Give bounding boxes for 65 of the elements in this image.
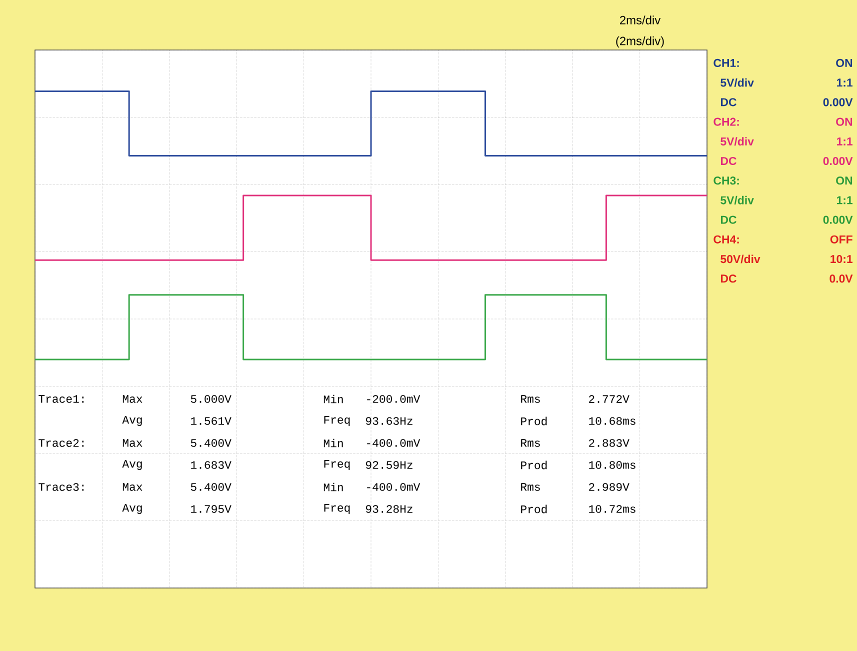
annotation: Rms <box>521 395 540 403</box>
text: DC <box>720 216 736 224</box>
text: DC <box>720 274 736 283</box>
annotation: 5.400V <box>190 483 232 491</box>
annotation: Max <box>122 395 142 403</box>
annotation: -200.0mV <box>367 395 420 403</box>
text: 1:1 <box>836 196 852 204</box>
text: 0.00V <box>823 156 853 166</box>
annotation: Trace3: <box>38 483 84 491</box>
text: (2ms/div) <box>616 36 664 48</box>
annotation: 10.80ms <box>589 461 636 469</box>
annotation: Max <box>122 439 142 447</box>
annotation: 5.400V <box>190 439 232 447</box>
annotation: Freq <box>324 504 350 514</box>
text: CH4: <box>714 235 739 244</box>
text: 0.00V <box>823 98 853 106</box>
annotation: 2.772V <box>589 395 630 403</box>
annotation: 1.795V <box>191 505 232 513</box>
annotation: 1.683V <box>191 461 232 469</box>
annotation: Prod <box>521 460 547 470</box>
text: 5V/div <box>720 137 754 146</box>
text: DC <box>720 156 736 166</box>
annotation: 2.989V <box>589 483 630 491</box>
annotation: 2.883V <box>589 439 630 447</box>
text: CH1: <box>714 58 739 68</box>
annotation: 92.59Hz <box>366 461 412 469</box>
annotation: Min <box>324 482 343 492</box>
text: CH3: <box>714 176 739 185</box>
annotation: Prod <box>521 416 547 426</box>
text: 5V/div <box>720 196 754 204</box>
annotation: Min <box>324 438 343 448</box>
text: 5V/div <box>720 78 754 87</box>
annotation: Avg <box>122 460 142 470</box>
text: ON <box>836 58 852 68</box>
annotation: Prod <box>521 504 547 514</box>
annotation: Trace1: <box>38 395 84 403</box>
annotation: Rms <box>521 439 540 447</box>
text: 0.0V <box>830 274 853 283</box>
text: ON <box>836 118 852 126</box>
annotation: Avg <box>122 416 142 426</box>
text: 2ms/div <box>620 16 661 24</box>
annotation: Max <box>122 483 142 491</box>
annotation: -400.0mV <box>367 483 420 491</box>
annotation: Trace2: <box>38 439 84 447</box>
annotation: 1.561V <box>191 417 232 425</box>
text: 10:1 <box>830 254 852 264</box>
text: ON <box>836 176 852 185</box>
text: 1:1 <box>836 137 852 146</box>
annotation: 93.63Hz <box>366 417 412 425</box>
annotation: 10.68ms <box>589 417 636 425</box>
annotation: 10.72ms <box>589 505 636 513</box>
text: CH2: <box>714 118 739 126</box>
annotation: 93.28Hz <box>366 505 412 513</box>
text: 0.00V <box>823 216 853 224</box>
annotation: Freq <box>324 460 350 470</box>
annotation: -400.0mV <box>367 439 420 447</box>
annotation: 5.000V <box>190 395 232 403</box>
annotation: Freq <box>324 416 350 426</box>
text: 50V/div <box>720 254 760 264</box>
text: OFF <box>830 235 852 244</box>
annotation: Rms <box>521 483 540 491</box>
text: DC <box>720 98 736 106</box>
text: 1:1 <box>836 78 852 87</box>
annotation: Avg <box>122 504 142 514</box>
annotation: Min <box>324 394 343 404</box>
